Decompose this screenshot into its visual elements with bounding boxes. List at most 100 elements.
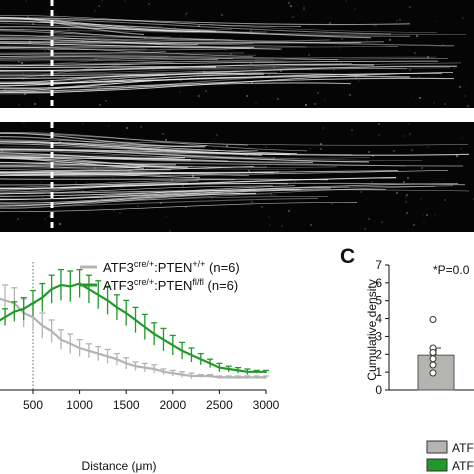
tissue-speck xyxy=(296,52,298,54)
tissue-speck xyxy=(108,125,110,127)
tissue-speck xyxy=(225,145,227,147)
tissue-speck xyxy=(405,201,407,203)
line-chart: 500 1000 1500 2000 2500 3000 xyxy=(0,262,280,412)
bar-y-tick-label: 5 xyxy=(375,294,382,308)
tissue-speck xyxy=(58,222,62,226)
tissue-speck xyxy=(157,79,159,81)
axon-fiber xyxy=(0,29,215,41)
tissue-speck xyxy=(395,191,399,195)
tissue-speck xyxy=(250,30,252,32)
tissue-speck xyxy=(152,69,154,71)
axon-fiber xyxy=(0,178,329,181)
tissue-speck xyxy=(44,218,46,220)
tissue-speck xyxy=(280,70,282,72)
tissue-speck xyxy=(341,38,343,40)
tissue-speck xyxy=(466,63,468,65)
tissue-speck xyxy=(296,4,298,6)
axon-fiber xyxy=(0,28,467,36)
tissue-speck xyxy=(367,217,371,221)
tissue-speck xyxy=(174,27,176,29)
tissue-speck xyxy=(337,32,339,34)
tissue-speck xyxy=(94,57,98,61)
tissue-speck xyxy=(277,98,279,100)
tissue-speck xyxy=(215,149,217,151)
tissue-speck xyxy=(411,149,413,151)
axon-fiber xyxy=(0,58,449,66)
tissue-speck xyxy=(137,205,139,207)
tissue-speck xyxy=(427,56,429,58)
tissue-speck xyxy=(21,28,23,30)
tissue-speck xyxy=(2,88,6,92)
axon-fiber xyxy=(0,139,469,146)
tissue-speck xyxy=(342,78,344,80)
tissue-speck xyxy=(55,176,57,178)
tissue-speck xyxy=(17,103,21,107)
tissue-speck xyxy=(246,154,248,156)
tissue-speck xyxy=(70,195,72,197)
x-axis-label: Distance (μm) xyxy=(82,459,157,473)
tissue-speck xyxy=(46,13,48,15)
tissue-speck xyxy=(354,39,356,41)
tissue-speck xyxy=(54,204,56,206)
tissue-speck xyxy=(349,94,351,96)
tissue-speck xyxy=(20,61,24,65)
tissue-speck xyxy=(249,186,251,188)
tissue-speck xyxy=(407,102,409,104)
tissue-speck xyxy=(68,29,70,31)
tissue-speck xyxy=(331,203,333,205)
tissue-speck xyxy=(350,128,354,132)
tissue-speck xyxy=(270,193,272,195)
tissue-speck xyxy=(101,197,103,199)
tissue-speck xyxy=(72,61,74,63)
bar-y-axis-label: Cumulative density xyxy=(365,279,379,380)
bar-legend-label-wildtype: ATF xyxy=(452,441,474,455)
tissue-speck xyxy=(453,67,455,69)
tissue-speck xyxy=(27,16,29,18)
tissue-speck xyxy=(186,12,188,14)
tissue-speck xyxy=(23,92,27,96)
axon-fiber xyxy=(0,29,160,42)
tissue-speck xyxy=(138,26,140,28)
tissue-speck xyxy=(444,103,446,105)
tissue-speck xyxy=(3,147,7,151)
tissue-speck xyxy=(467,194,469,196)
tissue-speck xyxy=(205,169,207,171)
axon-fiber xyxy=(0,57,275,61)
tissue-speck xyxy=(229,52,233,56)
tissue-speck xyxy=(351,22,355,26)
tissue-speck xyxy=(333,69,335,71)
axon-fiber xyxy=(0,39,199,45)
tissue-speck xyxy=(174,222,176,224)
axon-fiber xyxy=(0,46,283,50)
axon-fiber xyxy=(0,149,278,155)
axon-fiber xyxy=(0,63,353,73)
tissue-speck xyxy=(444,199,446,201)
axon-fiber xyxy=(0,51,167,55)
tissue-speck xyxy=(392,71,394,73)
tissue-speck xyxy=(114,10,116,12)
axon-fiber xyxy=(0,56,234,60)
tissue-speck xyxy=(28,40,32,44)
tissue-speck xyxy=(274,151,276,153)
tissue-speck xyxy=(418,76,420,78)
micrograph-top-image xyxy=(0,0,470,108)
tissue-speck xyxy=(75,182,77,184)
axon-fiber xyxy=(0,148,423,162)
tissue-speck xyxy=(403,181,405,183)
tissue-speck xyxy=(122,76,124,78)
tissue-speck xyxy=(5,197,7,199)
tissue-speck xyxy=(411,97,413,99)
tissue-speck xyxy=(180,79,182,81)
tissue-speck xyxy=(287,209,291,213)
bar-legend-label-knockout: ATF xyxy=(452,459,474,473)
tissue-speck xyxy=(126,127,128,129)
tissue-speck xyxy=(185,13,187,15)
x-tick-label: 2000 xyxy=(159,398,186,412)
tissue-speck xyxy=(210,23,212,25)
tissue-speck xyxy=(371,181,373,183)
micrograph-bottom-image xyxy=(0,122,474,232)
tissue-speck xyxy=(149,16,151,18)
tissue-speck xyxy=(28,26,30,28)
axon-fiber xyxy=(0,60,293,66)
axon-fiber xyxy=(0,170,399,174)
